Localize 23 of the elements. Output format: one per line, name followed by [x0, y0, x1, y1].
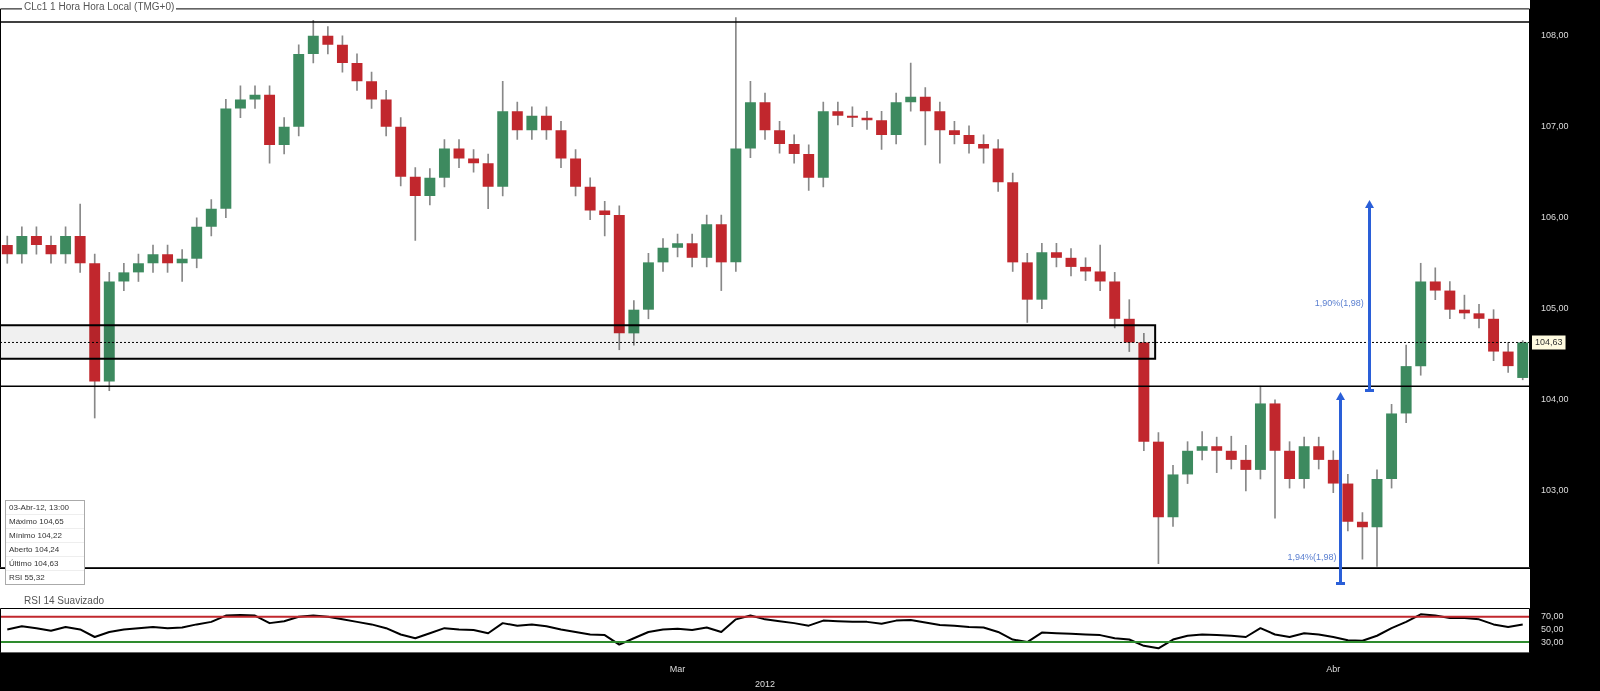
y-tick-label: 107,00: [1541, 121, 1569, 132]
annotation: Máximo 104,65: [6, 514, 84, 528]
annotation: 1,90%(1,98): [1314, 298, 1364, 308]
y-tick-label: 50,00: [1541, 623, 1564, 634]
x-tick-label: Abr: [1326, 664, 1341, 675]
y-tick-label: 103,00: [1541, 485, 1569, 496]
y-tick-label: 30,00: [1541, 636, 1564, 647]
annotation: Último 104,63: [6, 556, 84, 570]
y-tick-label: 104,00: [1541, 394, 1569, 405]
chart-title: CLc1 1 Hora Hora Local (TMG+0): [22, 1, 177, 12]
y-tick-label: 106,00: [1541, 212, 1569, 223]
chart-title: RSI 14 Suavizado: [22, 595, 107, 606]
annotation: 03-Abr-12, 13:00: [8, 502, 71, 514]
y-tick-label: 105,00: [1541, 303, 1569, 314]
annotation: Mínimo 104,22: [6, 528, 84, 542]
x-axis-title: 2012: [754, 679, 776, 690]
y-tick-label: 70,00: [1541, 611, 1564, 622]
annotation: Aberto 104,24: [6, 542, 84, 556]
ref-line-label: 104,63: [1535, 336, 1563, 347]
annotation: 1,94%(1,98): [1287, 552, 1337, 562]
text: RSI 55,32: [6, 570, 84, 584]
y-tick-label: 108,00: [1541, 30, 1569, 41]
x-tick-label: Mar: [669, 664, 686, 675]
